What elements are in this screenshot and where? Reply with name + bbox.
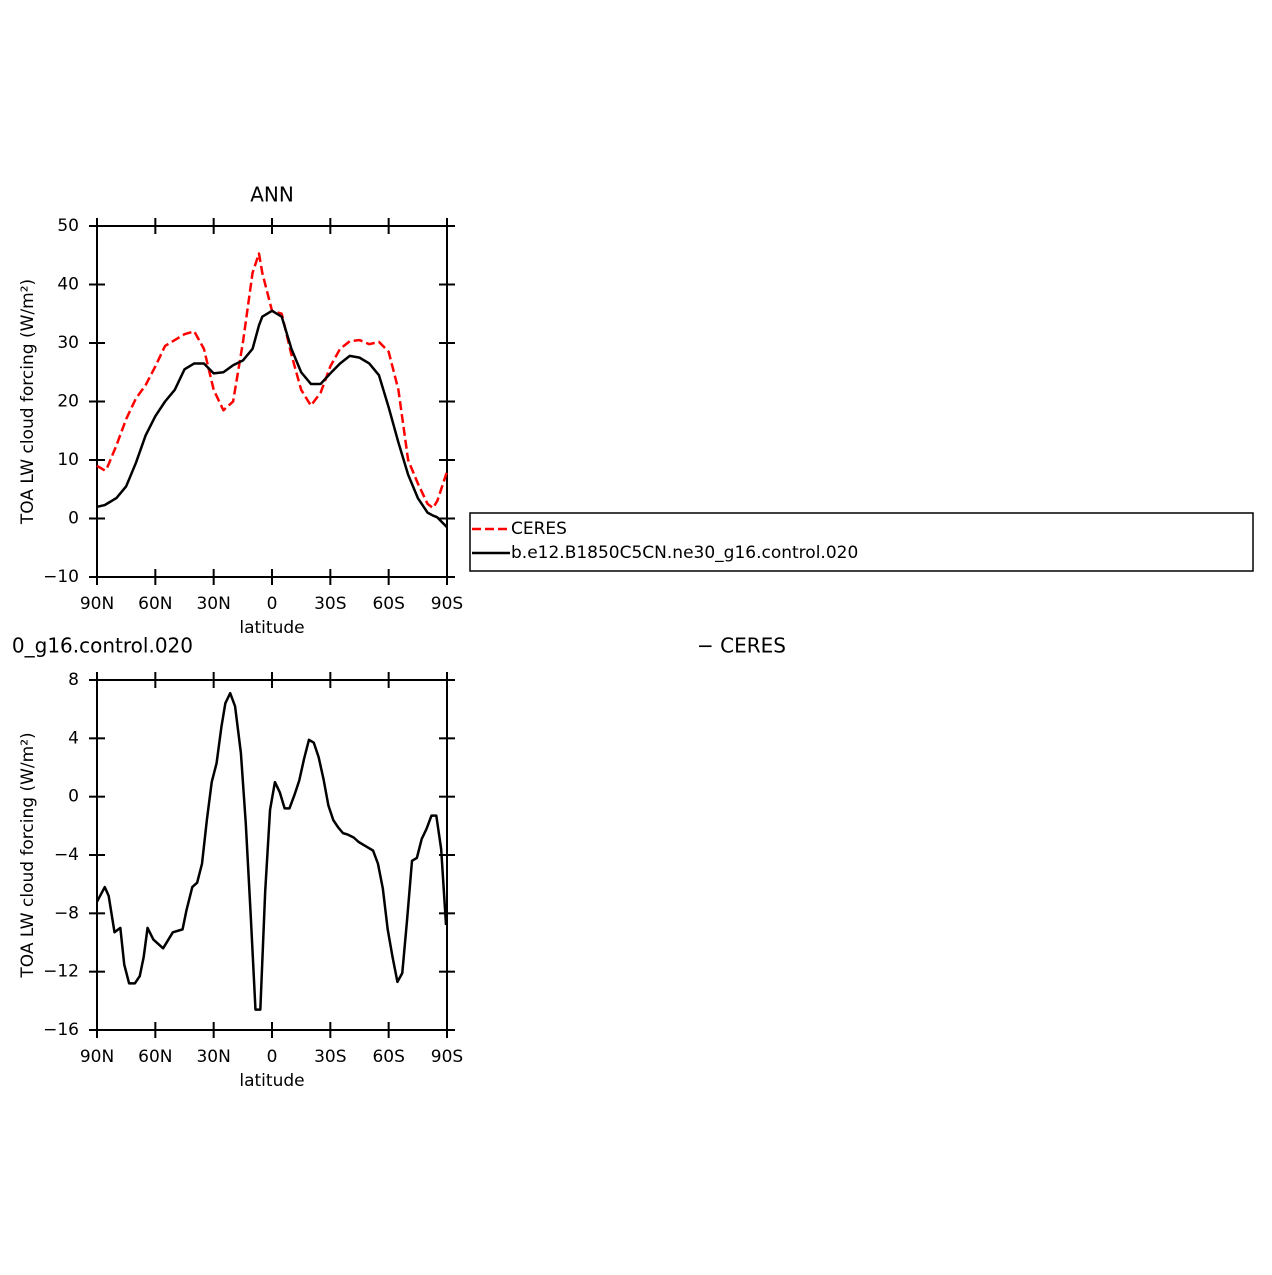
x-tick-label: 60S (372, 594, 404, 614)
y-tick-label: 10 (57, 450, 79, 470)
x-tick-label: 90N (80, 594, 114, 614)
x-tick-label: 0 (267, 1047, 278, 1067)
legend-label: CERES (511, 519, 567, 539)
chart-title: 0_g16.control.020 (12, 634, 193, 658)
x-tick-label: 60S (372, 1047, 404, 1067)
data-line (96, 252, 449, 510)
y-tick-label: 40 (57, 275, 79, 295)
x-tick-label: 0 (267, 594, 278, 614)
x-tick-label: 60N (138, 1047, 172, 1067)
chart-title: − CERES (697, 634, 786, 658)
x-tick-label: 60N (138, 594, 172, 614)
x-tick-label: 30S (314, 1047, 346, 1067)
y-tick-label: 0 (68, 787, 79, 807)
y-tick-label: 8 (68, 670, 79, 690)
data-line (95, 691, 448, 1011)
x-tick-label: 90S (431, 594, 463, 614)
y-tick-label: −8 (54, 903, 79, 923)
x-axis-label: latitude (239, 1071, 304, 1091)
legend-label: b.e12.B1850C5CN.ne30_g16.control.020 (511, 543, 858, 563)
data-line (96, 309, 448, 529)
y-tick-label: 20 (57, 392, 79, 412)
x-tick-label: 90S (431, 1047, 463, 1067)
x-tick-label: 90N (80, 1047, 114, 1067)
x-tick-label: 30N (196, 594, 230, 614)
y-tick-label: −10 (43, 567, 79, 587)
y-tick-label: 30 (57, 333, 79, 353)
x-tick-label: 30S (314, 594, 346, 614)
y-tick-label: 0 (68, 509, 79, 529)
y-tick-label: 50 (57, 216, 79, 236)
x-tick-label: 30N (196, 1047, 230, 1067)
y-axis-label: TOA LW cloud forcing (W/m²) (18, 732, 38, 978)
chart-title: ANN (250, 183, 294, 207)
y-tick-label: −4 (54, 845, 79, 865)
y-tick-label: 4 (68, 728, 79, 748)
plot-frame (96, 679, 448, 1031)
plot-frame (96, 225, 448, 578)
y-tick-label: −12 (43, 962, 79, 982)
y-tick-label: −16 (43, 1020, 79, 1040)
legend-box (469, 512, 1254, 572)
y-axis-label: TOA LW cloud forcing (W/m²) (18, 279, 38, 525)
x-axis-label: latitude (239, 618, 304, 638)
